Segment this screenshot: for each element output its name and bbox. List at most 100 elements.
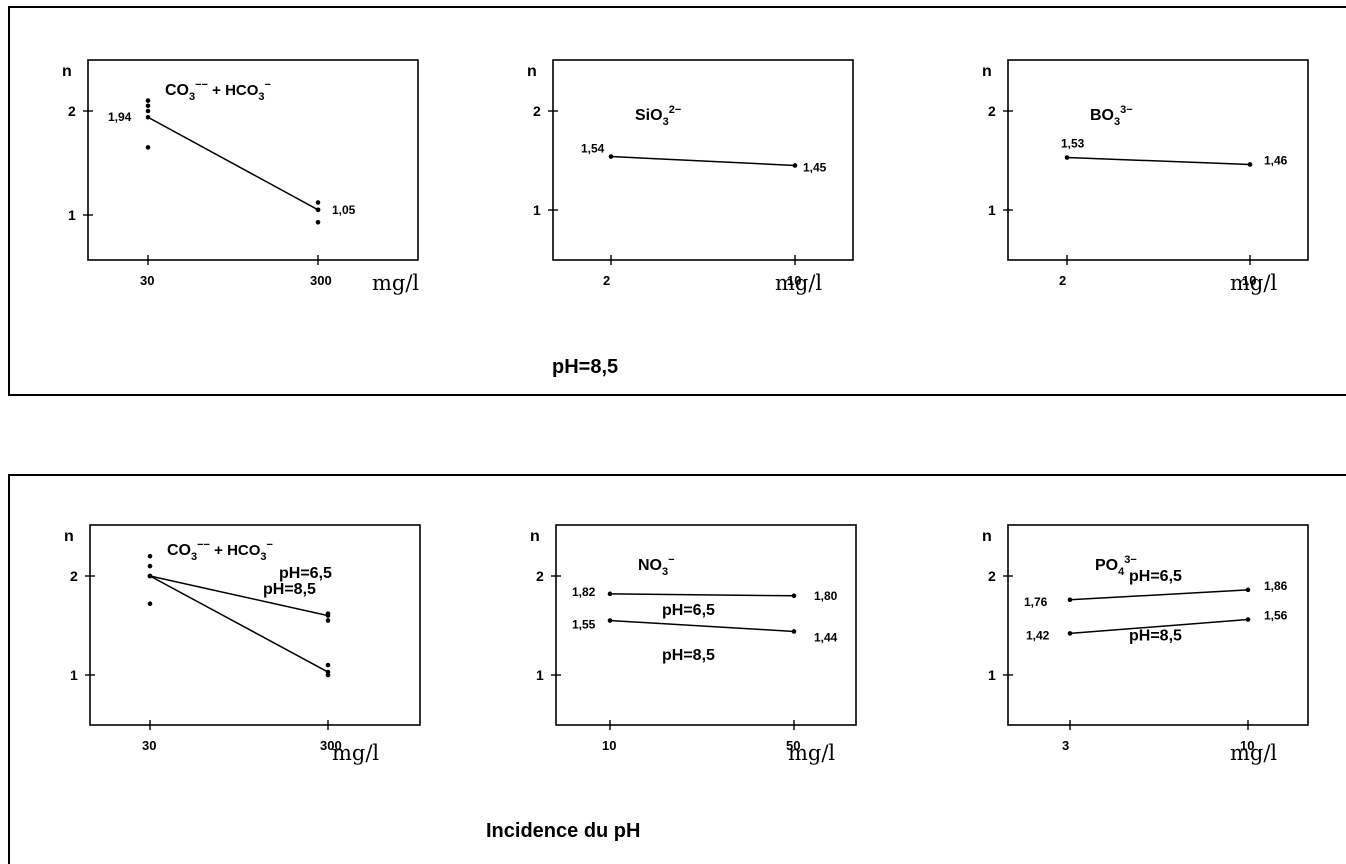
y-axis-label: n	[982, 63, 992, 80]
chart-title: BO33−	[1090, 104, 1133, 128]
data-label: 1,42	[1026, 628, 1050, 642]
y-tick-label: 1	[70, 667, 78, 683]
series-line	[609, 593, 795, 597]
y-axis-label: n	[527, 63, 537, 80]
x-tick-label: 10	[1242, 273, 1256, 288]
y-tick-label: 1	[68, 207, 76, 223]
series-name-label: pH=6,5	[1129, 568, 1182, 585]
data-label: 1,86	[1264, 579, 1288, 593]
replicate-point	[147, 563, 153, 569]
replicate-point	[147, 553, 153, 559]
data-label: 1,54	[581, 142, 605, 156]
series-line	[1069, 589, 1249, 601]
data-point	[607, 591, 613, 597]
replicate-point	[145, 103, 151, 109]
data-point	[1245, 587, 1251, 593]
data-label: 1,82	[572, 585, 596, 599]
data-label: 1,05	[332, 203, 356, 217]
y-axis-label: n	[62, 63, 72, 80]
data-point	[315, 207, 321, 213]
data-label: 1,53	[1061, 137, 1085, 151]
caption-ph-incidence: Incidence du pH	[486, 820, 641, 842]
y-tick-label: 1	[988, 667, 996, 683]
data-point	[791, 629, 797, 634]
series-line	[1069, 618, 1249, 635]
x-tick-label: 300	[310, 273, 332, 288]
chart-title: NO3−	[638, 554, 675, 578]
y-tick-label: 1	[536, 667, 544, 683]
y-axis-label: n	[982, 528, 992, 545]
replicate-point	[325, 662, 331, 668]
series-name-label: pH=8,5	[263, 581, 316, 598]
replicate-point	[315, 219, 321, 225]
x-axis-unit: mg/l	[788, 741, 835, 765]
data-label: 1,45	[803, 160, 827, 174]
data-point	[1064, 155, 1070, 160]
data-point	[147, 573, 153, 579]
data-label: 1,94	[108, 110, 132, 124]
x-axis-unit: mg/l	[775, 271, 822, 295]
replicate-point	[147, 601, 153, 607]
data-point	[1245, 617, 1251, 622]
x-tick-label: 3	[1062, 738, 1069, 753]
x-tick-label: 30	[142, 738, 156, 753]
series-line	[149, 575, 329, 617]
series-line	[610, 155, 796, 167]
data-point	[1247, 162, 1253, 167]
top-figure-frame	[8, 6, 1346, 396]
series-name-label: pH=8,5	[662, 647, 715, 664]
y-tick-label: 2	[536, 568, 544, 584]
data-point	[325, 669, 331, 675]
series-name-label: pH=6,5	[662, 602, 715, 619]
data-point	[1067, 631, 1073, 636]
y-axis-label: n	[530, 528, 540, 545]
data-label: 1,44	[814, 630, 838, 644]
data-point	[608, 154, 614, 159]
replicate-point	[145, 98, 151, 103]
data-point	[791, 593, 797, 599]
x-tick-label: 2	[603, 273, 610, 288]
chart-carbonate-ph85: n 1 2 30 300 mg/l CO3−− + HCO3− 1,94 1,05	[62, 59, 419, 295]
data-point	[1067, 597, 1073, 603]
replicate-point	[315, 200, 321, 205]
plot-area	[555, 524, 857, 726]
series-line	[1066, 156, 1251, 166]
plot-area	[552, 59, 854, 261]
series-name-label: pH=6,5	[279, 565, 332, 582]
x-tick-label: 50	[786, 738, 800, 753]
data-label: 1,56	[1264, 609, 1288, 623]
x-axis-unit: mg/l	[332, 741, 379, 765]
series-line	[609, 619, 795, 633]
x-tick-label: 2	[1059, 273, 1066, 288]
y-tick-label: 2	[533, 103, 541, 119]
y-tick-label: 2	[988, 103, 996, 119]
plot-area	[87, 59, 419, 261]
data-label: 1,55	[572, 618, 596, 632]
plot-area	[89, 524, 421, 726]
y-axis-label: n	[64, 528, 74, 545]
data-point	[607, 618, 613, 623]
data-label: 1,80	[814, 589, 838, 603]
series-line	[147, 116, 319, 211]
plot-area	[1007, 524, 1309, 726]
x-axis-unit: mg/l	[1230, 271, 1277, 295]
caption-ph-value: pH=8,5	[552, 356, 619, 378]
plot-area	[1007, 59, 1309, 261]
chart-title: CO3−− + HCO3−	[167, 539, 273, 563]
series-line	[149, 575, 329, 673]
x-axis-unit: mg/l	[1230, 741, 1277, 765]
y-tick-label: 2	[68, 103, 76, 119]
y-tick-label: 2	[988, 568, 996, 584]
x-axis-unit: mg/l	[372, 271, 419, 295]
data-label: 1,76	[1024, 595, 1048, 609]
x-tick-label: 30	[140, 273, 154, 288]
series-name-label: pH=8,5	[1129, 627, 1182, 644]
x-tick-label: 10	[602, 738, 616, 753]
y-tick-label: 1	[533, 202, 541, 218]
replicate-point	[145, 145, 151, 150]
data-point	[792, 163, 798, 168]
chart-title: PO43−	[1095, 554, 1137, 578]
